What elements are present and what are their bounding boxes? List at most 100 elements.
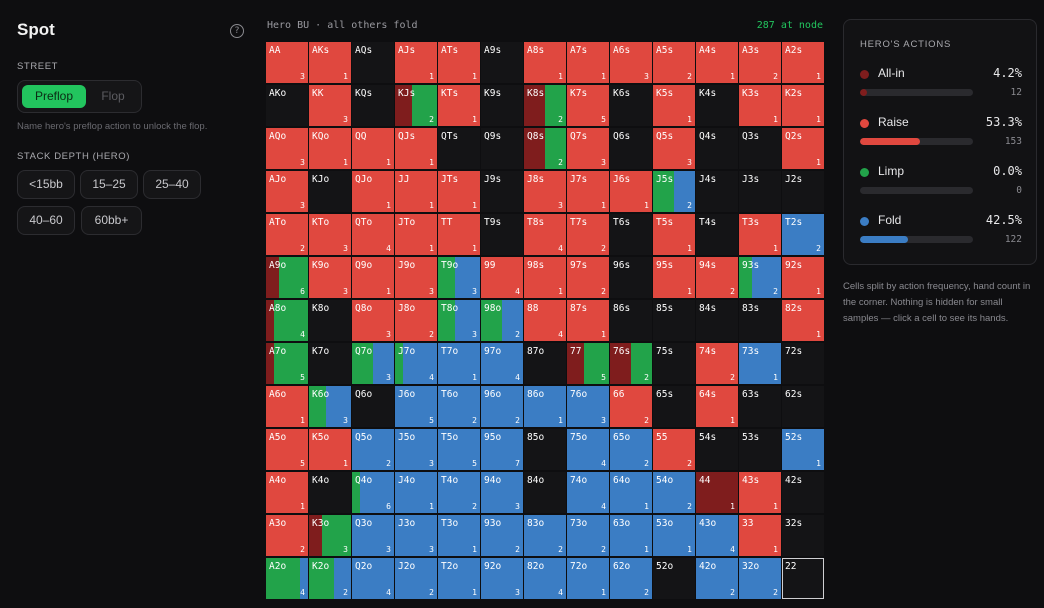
grid-cell-86o[interactable]: 86o 1 bbox=[524, 386, 566, 427]
grid-cell-42s[interactable]: 42s bbox=[782, 472, 824, 513]
grid-cell-85s[interactable]: 85s bbox=[653, 300, 695, 341]
grid-cell-83s[interactable]: 83s bbox=[739, 300, 781, 341]
grid-cell-T9o[interactable]: T9o 3 bbox=[438, 257, 480, 298]
grid-cell-Q8o[interactable]: Q8o 3 bbox=[352, 300, 394, 341]
grid-cell-QJo[interactable]: QJo 1 bbox=[352, 171, 394, 212]
grid-cell-K9s[interactable]: K9s bbox=[481, 85, 523, 126]
grid-cell-76s[interactable]: 76s 2 bbox=[610, 343, 652, 384]
grid-cell-KQs[interactable]: KQs bbox=[352, 85, 394, 126]
grid-cell-K6o[interactable]: K6o 3 bbox=[309, 386, 351, 427]
grid-cell-QTs[interactable]: QTs bbox=[438, 128, 480, 169]
grid-cell-32s[interactable]: 32s bbox=[782, 515, 824, 556]
grid-cell-96o[interactable]: 96o 2 bbox=[481, 386, 523, 427]
grid-cell-97s[interactable]: 97s 2 bbox=[567, 257, 609, 298]
grid-cell-ATo[interactable]: ATo 2 bbox=[266, 214, 308, 255]
grid-cell-T8s[interactable]: T8s 4 bbox=[524, 214, 566, 255]
street-preflop-button[interactable]: Preflop bbox=[22, 85, 86, 108]
grid-cell-Q5s[interactable]: Q5s 3 bbox=[653, 128, 695, 169]
grid-cell-T3o[interactable]: T3o 1 bbox=[438, 515, 480, 556]
grid-cell-76o[interactable]: 76o 3 bbox=[567, 386, 609, 427]
grid-cell-Q4s[interactable]: Q4s bbox=[696, 128, 738, 169]
grid-cell-K2o[interactable]: K2o 2 bbox=[309, 558, 351, 599]
grid-cell-22[interactable]: 22 bbox=[782, 558, 824, 599]
grid-cell-62s[interactable]: 62s bbox=[782, 386, 824, 427]
grid-cell-88[interactable]: 88 4 bbox=[524, 300, 566, 341]
grid-cell-JJ[interactable]: JJ 1 bbox=[395, 171, 437, 212]
grid-cell-Q9o[interactable]: Q9o 1 bbox=[352, 257, 394, 298]
grid-cell-T3s[interactable]: T3s 1 bbox=[739, 214, 781, 255]
grid-cell-83o[interactable]: 83o 2 bbox=[524, 515, 566, 556]
grid-cell-94s[interactable]: 94s 2 bbox=[696, 257, 738, 298]
grid-cell-Q7s[interactable]: Q7s 3 bbox=[567, 128, 609, 169]
grid-cell-66[interactable]: 66 2 bbox=[610, 386, 652, 427]
grid-cell-A5o[interactable]: A5o 5 bbox=[266, 429, 308, 470]
grid-cell-A4s[interactable]: A4s 1 bbox=[696, 42, 738, 83]
grid-cell-72o[interactable]: 72o 1 bbox=[567, 558, 609, 599]
grid-cell-65s[interactable]: 65s bbox=[653, 386, 695, 427]
grid-cell-KTs[interactable]: KTs 1 bbox=[438, 85, 480, 126]
stack-option-60-plus[interactable]: 60bb+ bbox=[81, 206, 142, 235]
grid-cell-99[interactable]: 99 4 bbox=[481, 257, 523, 298]
grid-cell-T4s[interactable]: T4s bbox=[696, 214, 738, 255]
grid-cell-J3o[interactable]: J3o 3 bbox=[395, 515, 437, 556]
grid-cell-A9s[interactable]: A9s bbox=[481, 42, 523, 83]
grid-cell-K7s[interactable]: K7s 5 bbox=[567, 85, 609, 126]
grid-cell-KJo[interactable]: KJo bbox=[309, 171, 351, 212]
grid-cell-63s[interactable]: 63s bbox=[739, 386, 781, 427]
grid-cell-95o[interactable]: 95o 7 bbox=[481, 429, 523, 470]
grid-cell-Q3o[interactable]: Q3o 3 bbox=[352, 515, 394, 556]
grid-cell-AJs[interactable]: AJs 1 bbox=[395, 42, 437, 83]
grid-cell-87o[interactable]: 87o bbox=[524, 343, 566, 384]
grid-cell-K7o[interactable]: K7o bbox=[309, 343, 351, 384]
grid-cell-J5o[interactable]: J5o 3 bbox=[395, 429, 437, 470]
street-flop-button[interactable]: Flop bbox=[101, 89, 125, 103]
grid-cell-65o[interactable]: 65o 2 bbox=[610, 429, 652, 470]
grid-cell-87s[interactable]: 87s 1 bbox=[567, 300, 609, 341]
grid-cell-JTs[interactable]: JTs 1 bbox=[438, 171, 480, 212]
grid-cell-95s[interactable]: 95s 1 bbox=[653, 257, 695, 298]
grid-cell-J7s[interactable]: J7s 1 bbox=[567, 171, 609, 212]
grid-cell-J6s[interactable]: J6s 1 bbox=[610, 171, 652, 212]
grid-cell-72s[interactable]: 72s bbox=[782, 343, 824, 384]
grid-cell-84s[interactable]: 84s bbox=[696, 300, 738, 341]
grid-cell-Q5o[interactable]: Q5o 2 bbox=[352, 429, 394, 470]
grid-cell-64s[interactable]: 64s 1 bbox=[696, 386, 738, 427]
grid-cell-K3o[interactable]: K3o 3 bbox=[309, 515, 351, 556]
grid-cell-32o[interactable]: 32o 2 bbox=[739, 558, 781, 599]
grid-cell-54o[interactable]: 54o 2 bbox=[653, 472, 695, 513]
grid-cell-K4s[interactable]: K4s bbox=[696, 85, 738, 126]
grid-cell-J3s[interactable]: J3s bbox=[739, 171, 781, 212]
grid-cell-K3s[interactable]: K3s 1 bbox=[739, 85, 781, 126]
grid-cell-33[interactable]: 33 1 bbox=[739, 515, 781, 556]
grid-cell-98s[interactable]: 98s 1 bbox=[524, 257, 566, 298]
grid-cell-QQ[interactable]: QQ 1 bbox=[352, 128, 394, 169]
grid-cell-KTo[interactable]: KTo 3 bbox=[309, 214, 351, 255]
grid-cell-77[interactable]: 77 5 bbox=[567, 343, 609, 384]
grid-cell-J7o[interactable]: J7o 4 bbox=[395, 343, 437, 384]
grid-cell-74o[interactable]: 74o 4 bbox=[567, 472, 609, 513]
grid-cell-A4o[interactable]: A4o 1 bbox=[266, 472, 308, 513]
grid-cell-T2o[interactable]: T2o 1 bbox=[438, 558, 480, 599]
grid-cell-75o[interactable]: 75o 4 bbox=[567, 429, 609, 470]
grid-cell-93s[interactable]: 93s 2 bbox=[739, 257, 781, 298]
grid-cell-AJo[interactable]: AJo 3 bbox=[266, 171, 308, 212]
grid-cell-Q7o[interactable]: Q7o 3 bbox=[352, 343, 394, 384]
grid-cell-A7s[interactable]: A7s 1 bbox=[567, 42, 609, 83]
grid-cell-Q9s[interactable]: Q9s bbox=[481, 128, 523, 169]
grid-cell-84o[interactable]: 84o bbox=[524, 472, 566, 513]
grid-cell-K8o[interactable]: K8o bbox=[309, 300, 351, 341]
grid-cell-K5o[interactable]: K5o 1 bbox=[309, 429, 351, 470]
grid-cell-73s[interactable]: 73s 1 bbox=[739, 343, 781, 384]
grid-cell-A2o[interactable]: A2o 4 bbox=[266, 558, 308, 599]
grid-cell-T5s[interactable]: T5s 1 bbox=[653, 214, 695, 255]
grid-cell-92s[interactable]: 92s 1 bbox=[782, 257, 824, 298]
grid-cell-A8o[interactable]: A8o 4 bbox=[266, 300, 308, 341]
grid-cell-TT[interactable]: TT 1 bbox=[438, 214, 480, 255]
grid-cell-QJs[interactable]: QJs 1 bbox=[395, 128, 437, 169]
grid-cell-A6s[interactable]: A6s 3 bbox=[610, 42, 652, 83]
grid-cell-J6o[interactable]: J6o 5 bbox=[395, 386, 437, 427]
grid-cell-T5o[interactable]: T5o 5 bbox=[438, 429, 480, 470]
grid-cell-K4o[interactable]: K4o bbox=[309, 472, 351, 513]
grid-cell-73o[interactable]: 73o 2 bbox=[567, 515, 609, 556]
grid-cell-JTo[interactable]: JTo 1 bbox=[395, 214, 437, 255]
